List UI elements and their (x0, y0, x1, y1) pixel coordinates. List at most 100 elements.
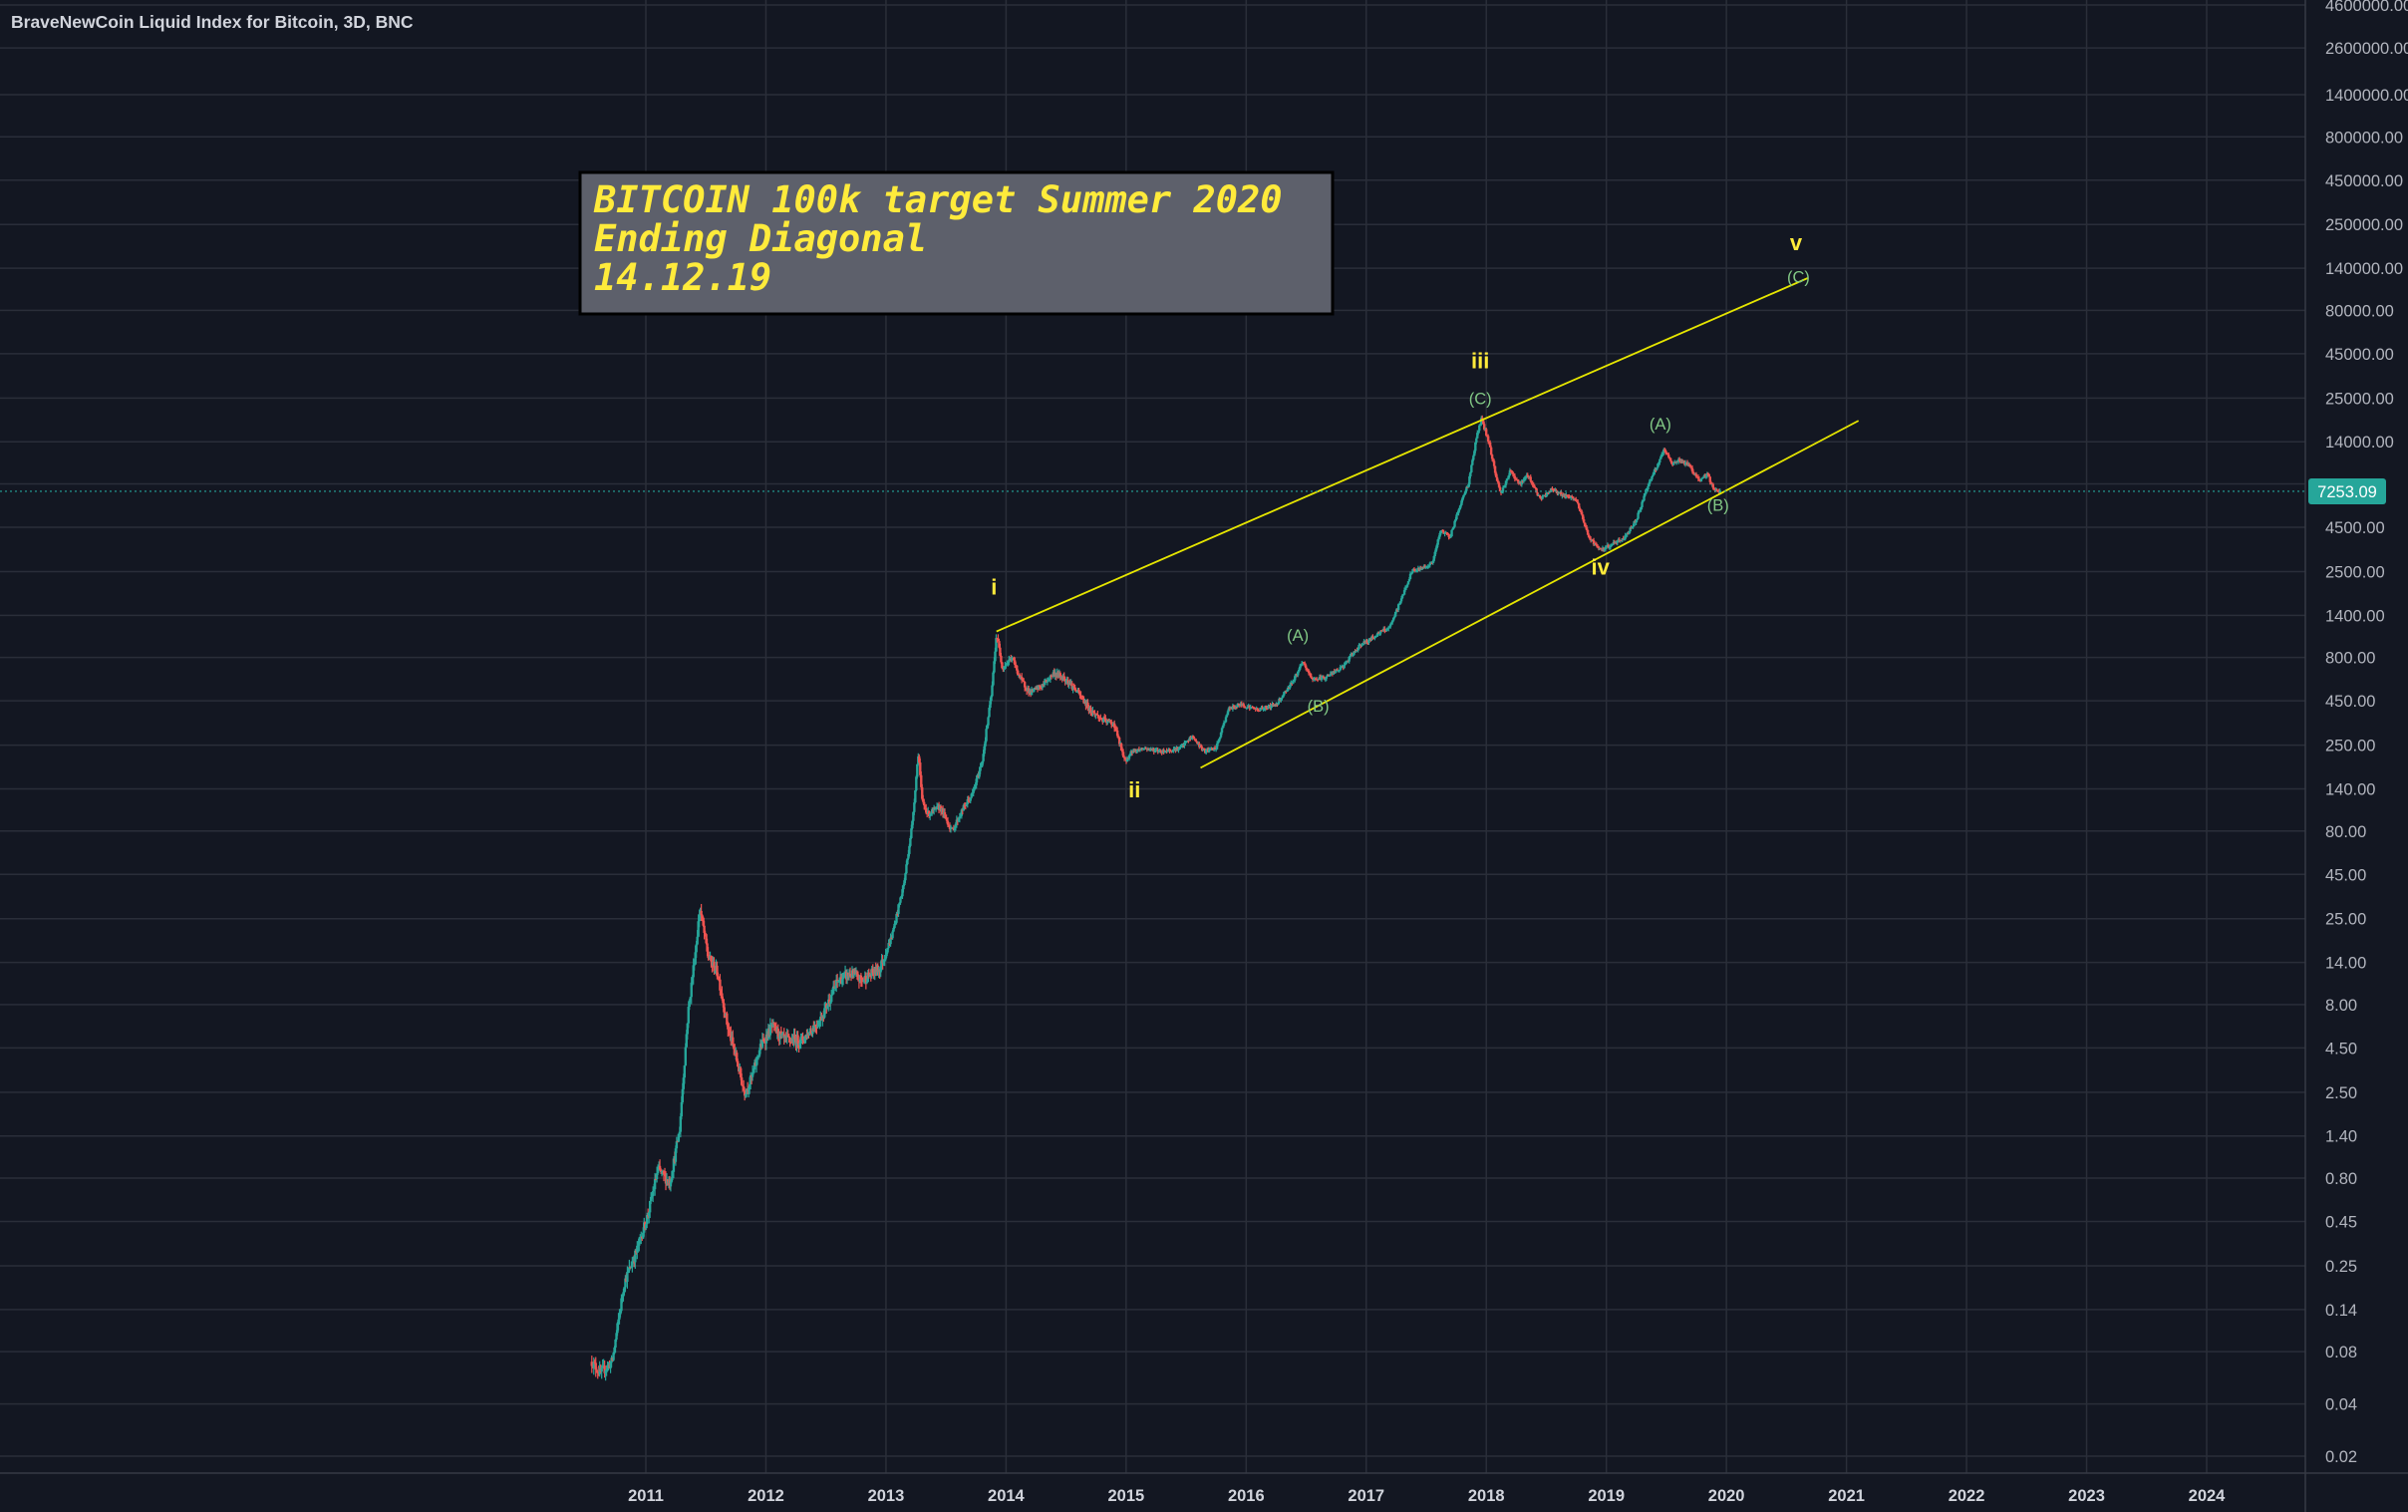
candle-body-down (722, 999, 725, 1004)
candle-body-down (1587, 534, 1591, 538)
candle-body-up (1338, 670, 1341, 672)
upper-channel-line[interactable] (996, 277, 1809, 633)
candle-body-up (884, 956, 887, 960)
candle-body-up (1642, 500, 1645, 502)
candle-body-down (946, 820, 950, 825)
candle-body-up (978, 770, 981, 777)
candle-body-down (1441, 529, 1444, 532)
candle-body-up (1624, 535, 1627, 539)
candle-body-up (768, 1025, 772, 1036)
candle-body-down (1540, 498, 1543, 500)
candle-body-up (1638, 509, 1641, 513)
candle-body-down (1194, 739, 1197, 742)
x-tick-label: 2015 (1107, 1487, 1144, 1505)
candle-body-up (1465, 486, 1468, 491)
candle-body-down (925, 807, 928, 813)
candle-body-up (601, 1365, 604, 1368)
candle-body-down (1513, 475, 1517, 479)
candle-body-up (841, 974, 845, 980)
candle-body-up (994, 651, 997, 662)
candle-body-up (631, 1262, 634, 1268)
x-tick-label: 2011 (628, 1487, 664, 1505)
candle-body-up (1432, 556, 1435, 561)
candle-body-up (650, 1196, 654, 1198)
candle-body-up (1353, 651, 1355, 655)
candle-body-up (1472, 455, 1475, 460)
candle-body-down (1074, 690, 1077, 692)
candle-body-up (1434, 548, 1437, 552)
candle-body-down (658, 1165, 662, 1170)
y-tick-label: 0.14 (2325, 1302, 2357, 1320)
candle-body-up (1373, 637, 1376, 639)
candle-body-down (1595, 544, 1599, 546)
candle-body-down (730, 1033, 733, 1042)
candle-body-up (1523, 477, 1526, 479)
candle-body-up (1407, 578, 1411, 582)
candle-body-down (1533, 485, 1536, 488)
candle-body-up (677, 1133, 681, 1142)
candle-body-down (1580, 511, 1584, 515)
candle-body-up (1277, 702, 1280, 705)
candle-body-up (1541, 496, 1544, 499)
candle-body-down (1572, 496, 1575, 499)
y-tick-label: 0.08 (2325, 1344, 2357, 1361)
candle-body-up (751, 1071, 754, 1077)
candle-body-down (1447, 533, 1450, 537)
candle-body-up (682, 1077, 686, 1089)
candle-body-up (1392, 616, 1396, 618)
candle-body-up (752, 1069, 755, 1072)
candle-body-down (1077, 690, 1080, 693)
candle-body-up (1656, 463, 1659, 468)
candle-body-down (1092, 710, 1095, 714)
candle-body-down (1243, 706, 1246, 708)
candle-body-up (985, 729, 988, 742)
candle-body-down (1354, 651, 1356, 653)
trend-channel[interactable] (996, 277, 1860, 769)
candle-body-up (972, 789, 975, 793)
candle-body-up (672, 1158, 676, 1172)
candle-body-down (740, 1076, 744, 1085)
candle-body-up (989, 701, 992, 709)
candle-body-up (1647, 485, 1650, 489)
candle-body-down (918, 756, 921, 763)
x-tick-label: 2017 (1348, 1487, 1384, 1505)
candle-body-up (971, 792, 974, 794)
candle-body-up (1439, 530, 1442, 533)
candle-body-up (1467, 484, 1470, 488)
candle-body-up (689, 997, 692, 1001)
candle-body-down (1585, 527, 1589, 530)
candle-body-up (630, 1267, 633, 1269)
candle-body-down (1665, 452, 1668, 454)
candle-body-up (690, 982, 693, 998)
candle-body-up (645, 1215, 649, 1225)
candle-body-down (1677, 458, 1681, 460)
candle-body-down (1584, 526, 1588, 528)
candle-body-up (830, 995, 833, 1003)
candle-body-up (1003, 666, 1006, 669)
candle-body-up (1705, 473, 1709, 476)
candle-body-down (1195, 741, 1198, 743)
candle-body-up (1262, 709, 1265, 711)
lower-channel-line[interactable] (1200, 420, 1860, 769)
candle-body-up (1227, 708, 1231, 712)
candle-body-up (1425, 566, 1429, 568)
candle-body-up (684, 1047, 687, 1066)
time-axis[interactable]: 2011 2012 2013 2014 2015 2016 2017 2018 2019 2020… (0, 1472, 2408, 1505)
candle-body-up (1378, 633, 1381, 635)
candle-body-down (1266, 708, 1269, 710)
candle-body-up (906, 858, 909, 865)
candle-body-up (1259, 708, 1262, 712)
candle-body-up (969, 797, 972, 801)
note-box[interactable]: BITCOIN 100k target Summer 2020 Ending D… (578, 170, 1335, 316)
candle-body-down (864, 976, 868, 984)
candle-body-up (1406, 581, 1410, 585)
candle-body-up (1410, 571, 1414, 574)
candle-body-up (1344, 663, 1347, 665)
candle-body-up (649, 1196, 653, 1201)
candle-body-up (1394, 609, 1398, 612)
candle-body-up (959, 815, 963, 817)
candle-body-down (1536, 492, 1539, 496)
candle-body-up (957, 818, 961, 822)
